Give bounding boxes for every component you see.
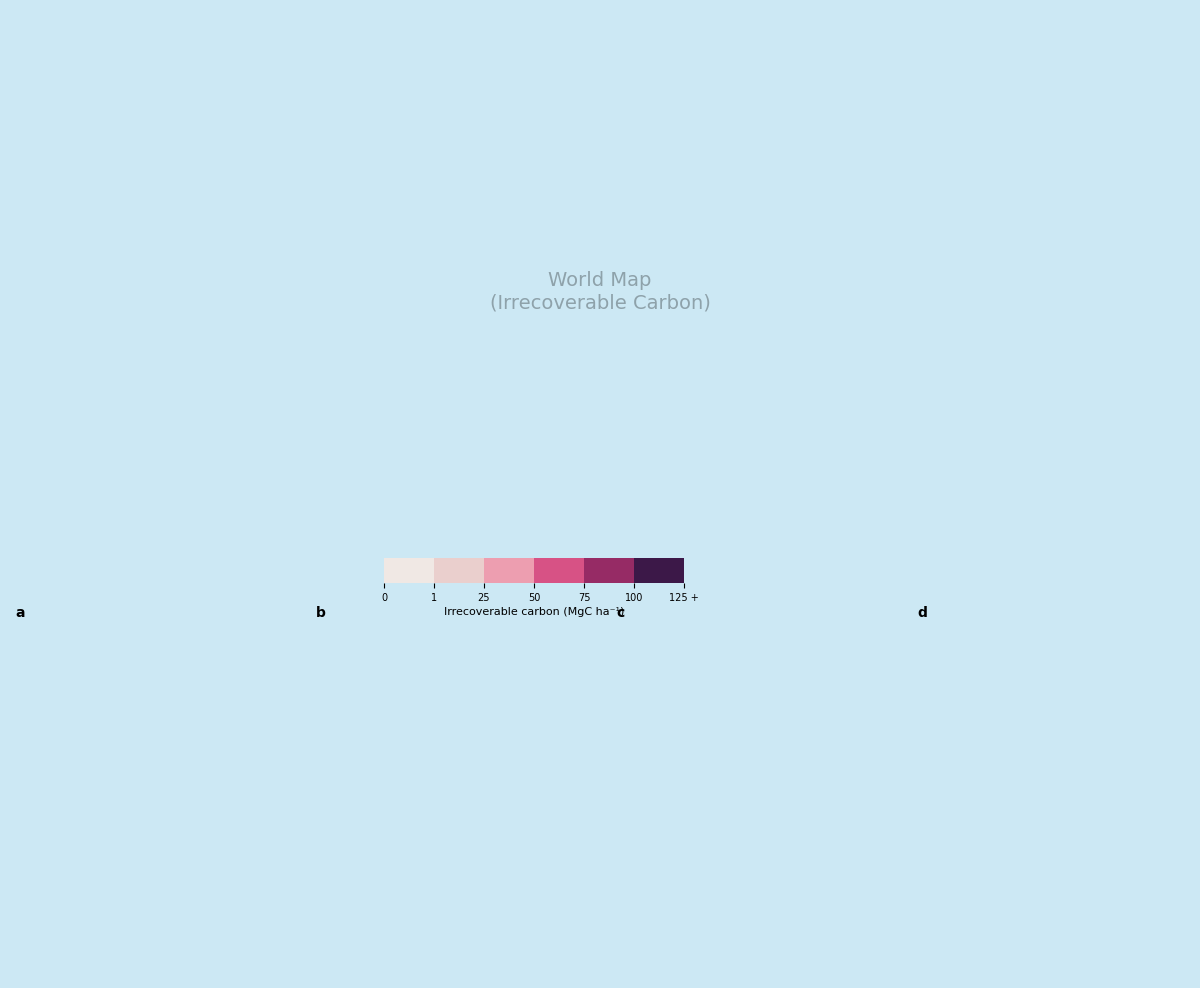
Text: d: d — [917, 606, 926, 619]
Text: World Map
(Irrecoverable Carbon): World Map (Irrecoverable Carbon) — [490, 271, 710, 312]
Text: b: b — [316, 606, 325, 619]
Text: a: a — [14, 606, 24, 619]
X-axis label: Irrecoverable carbon (MgC ha⁻¹): Irrecoverable carbon (MgC ha⁻¹) — [444, 607, 624, 617]
Text: c: c — [617, 606, 625, 619]
